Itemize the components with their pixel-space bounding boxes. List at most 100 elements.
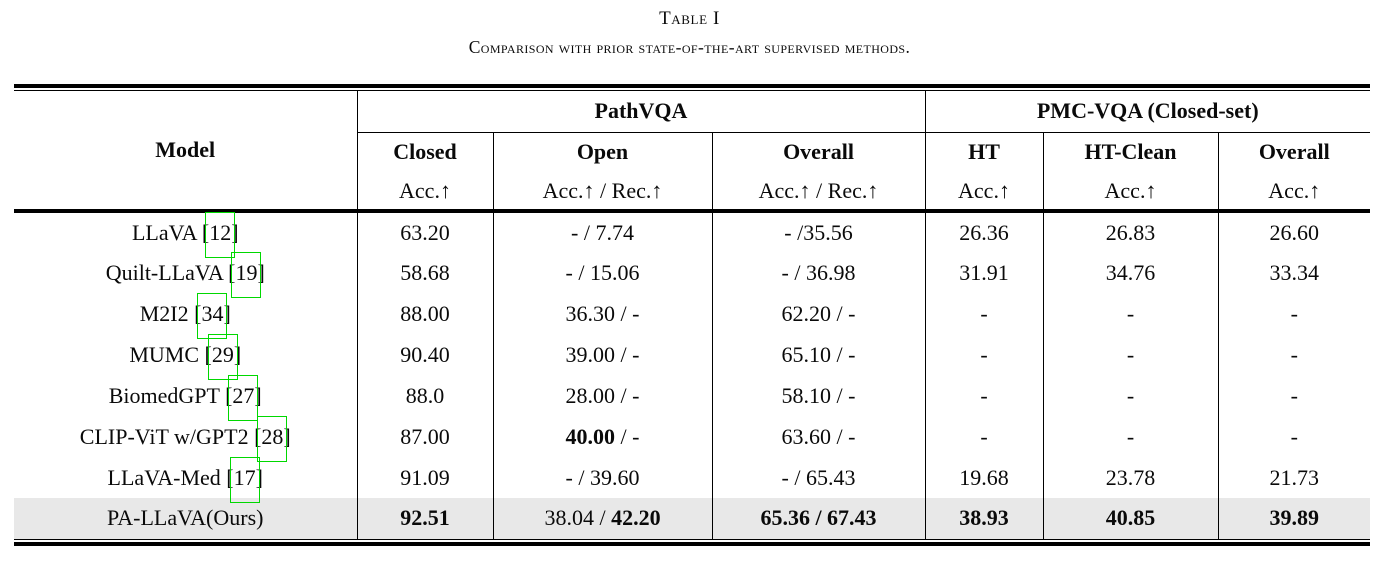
citation-bracket: ]	[254, 382, 262, 408]
model-name: BiomedGPT [	[108, 382, 233, 408]
data-cell: 23.78	[1042, 457, 1218, 498]
data-cell: -	[1042, 334, 1218, 375]
data-cell: 65.10 / -	[711, 334, 925, 375]
data-cell: 63.20	[356, 211, 493, 252]
table-row: PA-LLaVA(Ours) 92.51 38.04 / 42.20 65.36 / …	[14, 498, 1371, 540]
data-cell: 21.73	[1217, 457, 1371, 498]
metric-open: Acc.↑ / Rec.↑	[492, 172, 712, 213]
model-name: Quilt-LLaVA [	[105, 259, 236, 285]
table-row: BiomedGPT [27] 88.0 28.00 / -58.10 / ----	[14, 374, 1371, 421]
header-sub-row: Closed Open Overall HT HT-Clean Overall	[14, 132, 1371, 172]
model-name-cell: LLaVA-Med [17]	[14, 456, 357, 503]
data-cell: 63.60 / -	[711, 416, 925, 457]
citation-bracket: ]	[231, 219, 239, 245]
model-name-cell: Quilt-LLaVA [19]	[14, 251, 357, 298]
col-group-pathvqa: PathVQA	[356, 91, 925, 133]
model-name-cell: BiomedGPT [27]	[14, 374, 357, 421]
data-cell: 39.89	[1217, 498, 1371, 540]
data-cell: -	[1042, 416, 1218, 457]
data-cell: -	[1217, 293, 1371, 334]
data-cell: 34.76	[1042, 252, 1218, 293]
data-cell: 40.00 / -	[492, 416, 712, 457]
citation-bracket: ]	[233, 341, 242, 367]
data-cell: 26.60	[1217, 211, 1371, 252]
data-cell: 92.51	[356, 498, 493, 540]
data-cell: 19.68	[924, 457, 1043, 498]
data-cell: 58.10 / -	[711, 375, 925, 416]
citation-bracket: ]	[257, 259, 265, 285]
data-cell: 36.30 / -	[492, 293, 712, 334]
citation-link[interactable]: 19	[231, 251, 262, 298]
col-group-pmcvqa: PMC-VQA (Closed-set)	[924, 91, 1371, 133]
data-cell: -	[1217, 334, 1371, 375]
data-cell: 91.09	[356, 457, 493, 498]
data-cell: 87.00	[356, 416, 493, 457]
data-cell: - / 7.74	[492, 211, 712, 252]
data-cell: -	[924, 375, 1043, 416]
data-cell: -	[1217, 416, 1371, 457]
data-cell: 65.36 / 67.43	[711, 498, 925, 540]
data-cell: 26.36	[924, 211, 1043, 252]
data-cell: 28.00 / -	[492, 375, 712, 416]
data-cell: 38.04 / 42.20	[492, 498, 712, 540]
model-name: LLaVA [	[131, 219, 210, 245]
data-cell: - / 36.98	[711, 252, 925, 293]
data-cell: 38.93	[924, 498, 1043, 540]
data-cell: - / 15.06	[492, 252, 712, 293]
citation-link[interactable]: 28	[257, 415, 288, 462]
model-name: PA-LLaVA(Ours)	[107, 505, 264, 531]
col-header-overall-pathvqa: Overall	[711, 132, 925, 172]
citation-link[interactable]: 34	[197, 292, 228, 339]
citation-bracket: ]	[223, 300, 231, 326]
data-cell: - / 65.43	[711, 457, 925, 498]
data-cell: - /35.56	[711, 211, 925, 252]
model-name: CLIP-ViT w/GPT2 [	[79, 423, 262, 449]
citation-bracket: ]	[255, 464, 263, 490]
citation-link[interactable]: 29	[207, 333, 238, 380]
table-row: LLaVA-Med [17] 91.09- / 39.60- / 65.43 19.…	[14, 456, 1371, 503]
data-cell: 39.00 / -	[492, 334, 712, 375]
table-body: LLaVA [12] 63.20- / 7.74- /35.56 26.36 26.8…	[14, 211, 1371, 540]
data-cell: 33.34	[1217, 252, 1371, 293]
data-cell: 31.91	[924, 252, 1043, 293]
col-header-overall-pmcvqa: Overall	[1217, 132, 1371, 172]
data-cell: -	[1042, 293, 1218, 334]
col-header-ht-clean: HT-Clean	[1042, 132, 1218, 172]
model-name-cell: PA-LLaVA(Ours)	[14, 498, 357, 540]
data-cell: 40.85	[1042, 498, 1218, 540]
metric-closed: Acc.↑	[356, 172, 493, 213]
data-cell: - / 39.60	[492, 457, 712, 498]
comparison-table: Model PathVQA PMC-VQA (Closed-set) Close…	[14, 91, 1371, 540]
data-cell: 58.68	[356, 252, 493, 293]
table-caption: Comparison with prior state-of-the-art s…	[468, 37, 911, 57]
model-name: LLaVA-Med [	[107, 464, 234, 490]
data-cell: 90.40	[356, 334, 493, 375]
model-name-cell: M2I2 [34]	[14, 292, 357, 339]
table-top-rule	[14, 84, 1370, 91]
metric-ht-clean: Acc.↑	[1042, 172, 1218, 213]
col-header-ht: HT	[924, 132, 1043, 172]
table-row: LLaVA [12] 63.20- / 7.74- /35.56 26.36 26.8…	[14, 211, 1371, 258]
model-name-cell: LLaVA [12]	[14, 211, 357, 258]
table-row: MUMC [29] 90.40 39.00 / -65.10 / ----	[14, 333, 1371, 380]
citation-link[interactable]: 17	[229, 456, 260, 503]
data-cell: 62.20 / -	[711, 293, 925, 334]
model-name: MUMC [	[129, 341, 212, 367]
citation-link[interactable]: 12	[205, 211, 236, 258]
data-cell: 88.0	[356, 375, 493, 416]
table-row: Quilt-LLaVA [19] 58.68- / 15.06- / 36.98 3…	[14, 251, 1371, 298]
table-number: Table I	[659, 8, 720, 29]
data-cell: 26.83	[1042, 211, 1218, 252]
metric-overall-pmcvqa: Acc.↑	[1217, 172, 1371, 213]
citation-link[interactable]: 27	[228, 374, 259, 421]
citation-bracket: ]	[283, 423, 291, 449]
col-header-model: Model	[14, 91, 357, 213]
model-name-cell: CLIP-ViT w/GPT2 [28]	[14, 415, 357, 462]
col-header-open: Open	[492, 132, 712, 172]
col-header-closed: Closed	[356, 132, 493, 172]
data-cell: -	[924, 334, 1043, 375]
table-caption-block: Table I Comparison with prior state-of-t…	[0, 8, 1379, 58]
data-cell: -	[1042, 375, 1218, 416]
header-group-row: Model PathVQA PMC-VQA (Closed-set)	[14, 91, 1371, 213]
table-row: M2I2 [34] 88.00 36.30 / -62.20 / ----	[14, 292, 1371, 339]
